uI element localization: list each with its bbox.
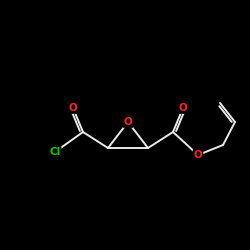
Text: O: O [194, 150, 202, 160]
Text: O: O [178, 103, 188, 113]
Text: O: O [68, 103, 78, 113]
Text: Cl: Cl [50, 147, 60, 157]
Text: O: O [124, 117, 132, 127]
